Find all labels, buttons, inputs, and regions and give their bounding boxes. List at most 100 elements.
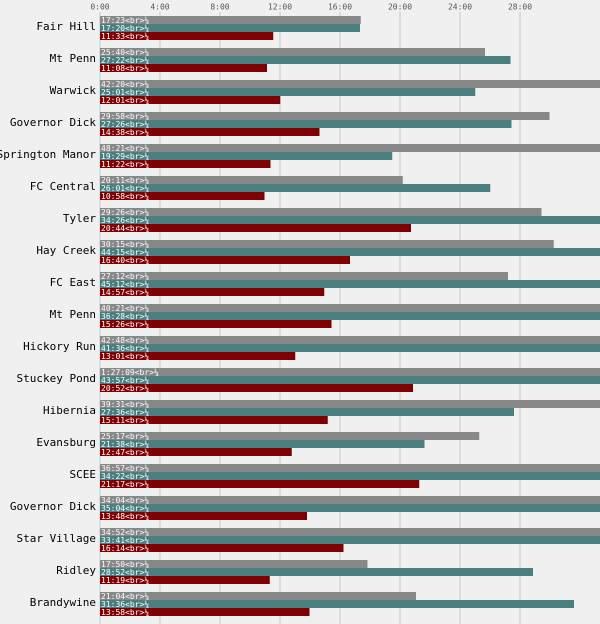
value-label: 15:11<br>¼ xyxy=(101,416,149,425)
value-label: 20:44<br>¼ xyxy=(101,224,149,233)
bar xyxy=(100,288,325,296)
bar xyxy=(100,512,308,520)
bar xyxy=(100,192,265,200)
x-tick-label: 4:00 xyxy=(150,3,169,12)
bar xyxy=(100,248,600,256)
value-label: 45:12<br>¼ xyxy=(101,280,149,289)
category-label: Hibernia xyxy=(43,404,96,417)
value-label: 17:50<br>¼ xyxy=(101,560,149,569)
bar xyxy=(100,504,600,512)
bar xyxy=(100,56,511,64)
bar xyxy=(100,176,403,184)
value-label: 11:22<br>¼ xyxy=(101,160,149,169)
bar xyxy=(100,464,600,472)
value-label: 42:20<br>¼ xyxy=(101,80,149,89)
bar xyxy=(100,312,600,320)
bar xyxy=(100,536,600,544)
bar xyxy=(100,240,554,248)
bar xyxy=(100,160,271,168)
bar xyxy=(100,96,281,104)
x-tick-label: 0:00 xyxy=(90,3,109,12)
category-label: Hay Creek xyxy=(36,244,96,257)
value-label: 11:19<br>¼ xyxy=(101,576,149,585)
value-label: 34:04<br>¼ xyxy=(101,496,149,505)
value-label: 21:04<br>¼ xyxy=(101,592,149,601)
bar xyxy=(100,24,360,32)
bar xyxy=(100,48,486,56)
bar xyxy=(100,16,361,24)
bar xyxy=(100,144,600,152)
value-label: 21:38<br>¼ xyxy=(101,440,149,449)
value-label: 39:31<br>¼ xyxy=(101,400,149,409)
bar xyxy=(100,208,542,216)
bar xyxy=(100,368,600,376)
x-tick-label: 12:00 xyxy=(268,3,292,12)
bar xyxy=(100,472,600,480)
value-label: 29:58<br>¼ xyxy=(101,112,149,121)
bar xyxy=(100,568,534,576)
value-label: 16:14<br>¼ xyxy=(101,544,149,553)
value-label: 29:26<br>¼ xyxy=(101,208,149,217)
value-label: 30:15<br>¼ xyxy=(101,240,149,249)
bar xyxy=(100,496,600,504)
value-label: 25:40<br>¼ xyxy=(101,48,149,57)
category-label: Governor Dick xyxy=(10,116,96,129)
bar xyxy=(100,304,600,312)
bar xyxy=(100,120,512,128)
category-label: Springton Manor xyxy=(0,148,96,161)
category-label: Stuckey Pond xyxy=(17,372,96,385)
category-label: Mt Penn xyxy=(50,52,96,65)
value-label: 14:57<br>¼ xyxy=(101,288,149,297)
bar xyxy=(100,344,600,352)
bar xyxy=(100,88,476,96)
bar xyxy=(100,544,344,552)
value-label: 27:22<br>¼ xyxy=(101,56,149,65)
value-label: 13:01<br>¼ xyxy=(101,352,149,361)
bar xyxy=(100,336,600,344)
bar xyxy=(100,64,267,72)
bar xyxy=(100,216,600,224)
bar xyxy=(100,576,270,584)
x-tick-label: 24:00 xyxy=(448,3,472,12)
bar xyxy=(100,432,480,440)
category-label: Star Village xyxy=(17,532,96,545)
value-label: 25:17<br>¼ xyxy=(101,432,149,441)
bar xyxy=(100,528,600,536)
value-label: 19:29<br>¼ xyxy=(101,152,149,161)
bar xyxy=(100,112,550,120)
bar xyxy=(100,352,296,360)
value-label: 31:36<br>¼ xyxy=(101,600,149,609)
value-label: 43:57<br>¼ xyxy=(101,376,149,385)
value-label: 40:21<br>¼ xyxy=(101,304,149,313)
value-label: 17:20<br>¼ xyxy=(101,24,149,33)
category-label: FC East xyxy=(50,276,96,289)
category-label: FC Central xyxy=(30,180,96,193)
value-label: 11:08<br>¼ xyxy=(101,64,149,73)
category-label: Tyler xyxy=(63,212,96,225)
bar xyxy=(100,272,509,280)
value-label: 42:48<br>¼ xyxy=(101,336,149,345)
bar xyxy=(100,408,515,416)
bar xyxy=(100,608,310,616)
x-tick-label: 8:00 xyxy=(210,3,229,12)
bar xyxy=(100,592,417,600)
bar xyxy=(100,152,393,160)
value-label: 17:23<br>¼ xyxy=(101,16,149,25)
x-tick-label: 16:00 xyxy=(328,3,352,12)
bar xyxy=(100,32,274,40)
bar xyxy=(100,416,328,424)
value-label: 34:22<br>¼ xyxy=(101,472,149,481)
value-label: 27:36<br>¼ xyxy=(101,408,149,417)
category-label: Hickory Run xyxy=(23,340,96,353)
value-label: 10:58<br>¼ xyxy=(101,192,149,201)
bar xyxy=(100,184,491,192)
x-tick-label: 20:00 xyxy=(388,3,412,12)
value-label: 20:52<br>¼ xyxy=(101,384,149,393)
value-label: 11:33<br>¼ xyxy=(101,32,149,41)
category-label: Ridley xyxy=(56,564,96,577)
category-label: SCEE xyxy=(70,468,97,481)
bar xyxy=(100,560,368,568)
value-label: 33:41<br>¼ xyxy=(101,536,149,545)
bar xyxy=(100,448,292,456)
value-label: 12:47<br>¼ xyxy=(101,448,149,457)
